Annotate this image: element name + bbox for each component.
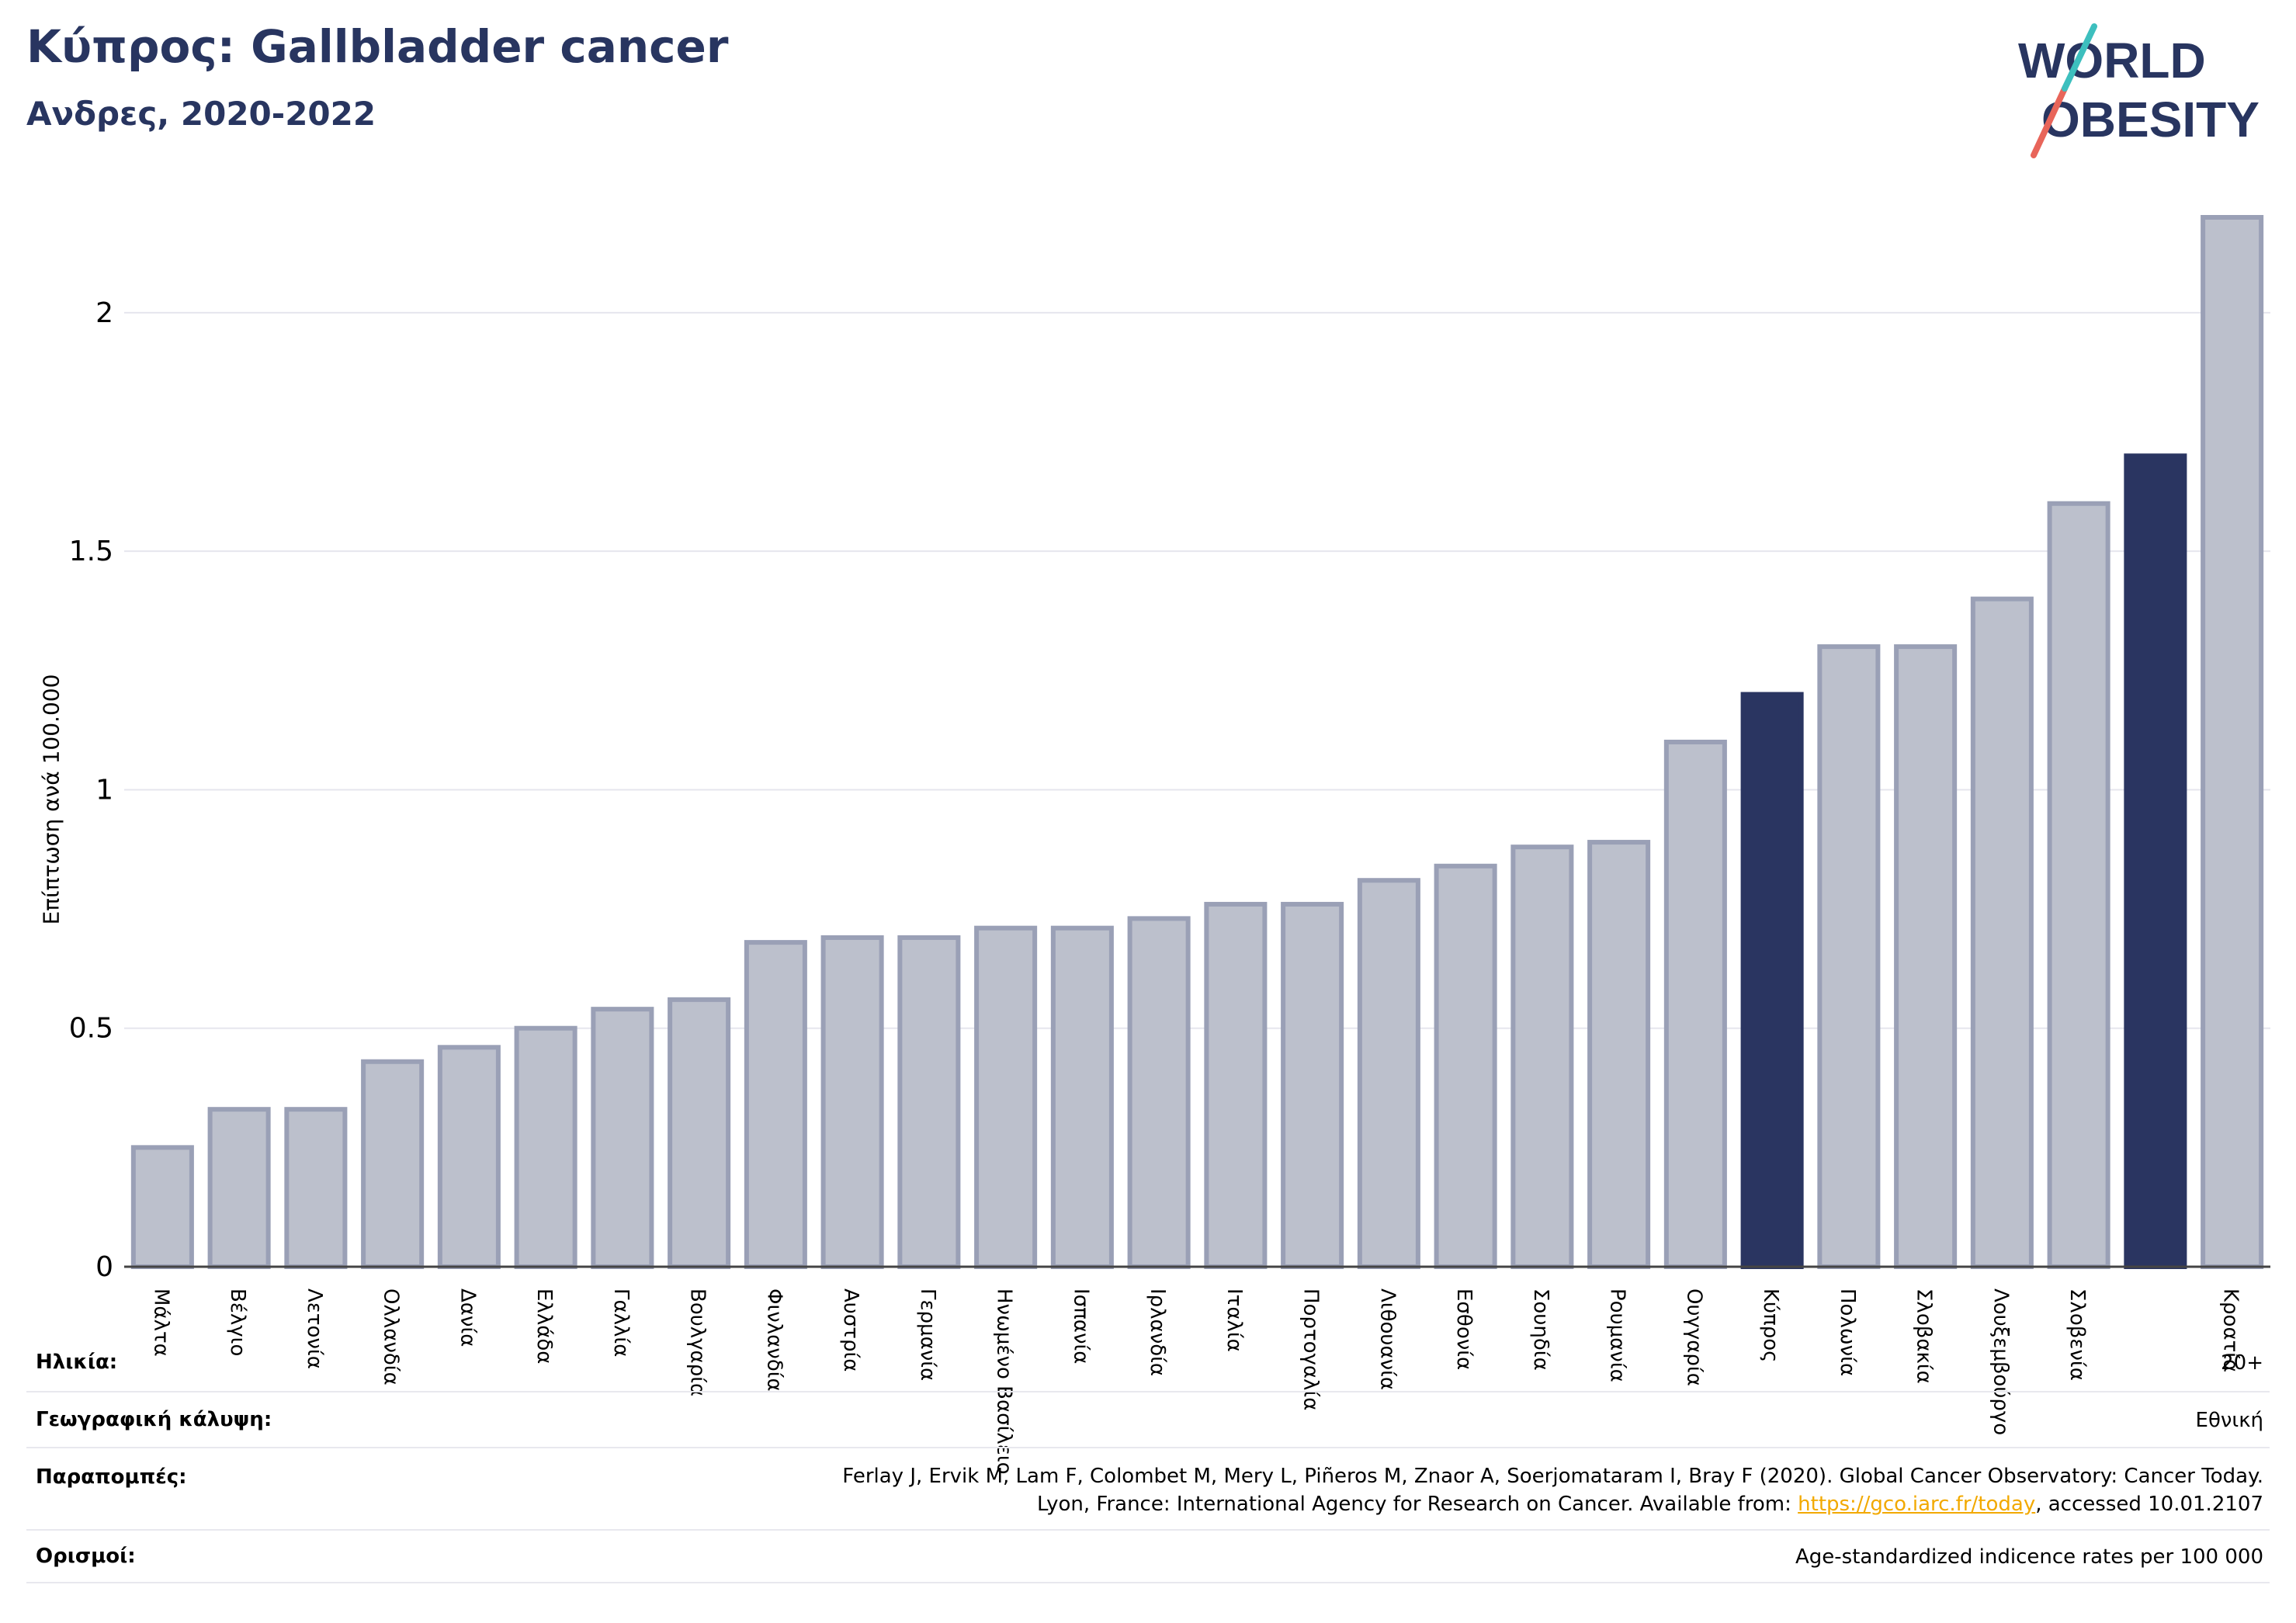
x-tick-label: Λιθουανία [1375,1288,1399,1390]
x-tick-label: Ρουμανία [1606,1288,1629,1382]
x-tick-label: Ηνωμένο Βασίλειο [993,1288,1016,1475]
logo-line-1: WORLD [2018,33,2206,88]
x-tick-label: Αυστρία [839,1288,862,1372]
bar [207,1107,271,1269]
bar [1817,644,1881,1269]
bar [2047,501,2110,1269]
x-tick-label: Ισπανία [1069,1288,1092,1364]
bar [1434,863,1497,1270]
x-tick-label: Μάλτα [149,1288,172,1357]
info-row-definitions: Ορισμοί: Age-standardized indicence rate… [26,1531,2270,1583]
bar [1050,925,1114,1269]
info-row-coverage: Γεωγραφική κάλυψη: Εθνική [26,1392,2270,1448]
y-tick-label: 2 [95,297,113,329]
x-tick-label: Βέλγιο [226,1288,249,1356]
x-tick-label: Βουλγαρία [686,1288,709,1396]
bar [1357,878,1420,1269]
logo-slash-teal [2062,23,2097,92]
references-value: Ferlay J, Ervik M, Lam F, Colombet M, Me… [842,1462,2263,1518]
x-tick-label: Δανία [456,1288,479,1347]
bar [284,1107,348,1269]
bar [820,935,884,1269]
references-line-1: Ferlay J, Ervik M, Lam F, Colombet M, Me… [842,1465,2263,1488]
bar [1127,916,1191,1270]
y-tick-label: 0.5 [69,1013,113,1045]
coverage-value: Εθνική [2195,1409,2263,1432]
bar [1510,844,1574,1269]
x-tick-label: Κύπρος [1759,1288,1782,1362]
x-tick-label: Ουγγαρία [1682,1288,1705,1386]
bar [1281,901,1344,1269]
x-tick-label: Γερμανία [916,1288,939,1381]
references-link[interactable]: https://gco.iarc.fr/today [1798,1493,2036,1516]
bar [1894,644,1958,1269]
bar [1587,840,1651,1269]
bar [668,997,731,1269]
y-tick-label: 1.5 [69,536,113,567]
x-tick-label: Πολωνία [1836,1288,1859,1376]
references-accessed: , accessed 10.01.2107 [2035,1493,2263,1516]
bar [1970,596,2034,1269]
bar [1663,740,1727,1269]
bar [1204,901,1268,1269]
bar [974,925,1038,1269]
references-line-2-text: Lyon, France: International Agency for R… [1036,1493,1798,1516]
bar [2201,215,2264,1269]
x-tick-label: Γαλλία [609,1288,633,1357]
x-tick-label: Σλοβακία [1913,1288,1936,1384]
bar [897,935,961,1269]
references-line-2: Lyon, France: International Agency for R… [842,1490,2263,1518]
references-label: Παραπομπές: [36,1465,187,1489]
chart-subtitle: Ανδρες, 2020-2022 [26,95,376,133]
bar [1740,692,1804,1269]
x-tick-label: Ελλάδα [532,1288,556,1364]
x-tick-label: Φινλανδία [762,1288,786,1392]
bar-chart: 0 0.5 1 1.5 2 Μάλτα Βέλγιο Λετονία Ολλανδία Δανία… [69,215,2270,1475]
bar [744,940,807,1270]
x-tick-label: Λετονία [303,1288,326,1369]
logo-line-2: OBESITY [2041,92,2260,147]
x-tick-label: Κροατία [2219,1288,2242,1372]
world-obesity-logo: WORLD OBESITY [2018,23,2260,158]
bar [2124,453,2187,1269]
bar [514,1025,577,1270]
age-value: 20+ [2221,1351,2263,1375]
logo-slash-red [2031,85,2068,158]
definitions-value: Age-standardized indicence rates per 100… [1795,1545,2263,1569]
x-tick-label: Εσθονία [1452,1288,1476,1370]
age-label: Ηλικία: [36,1351,118,1374]
y-tick-label: 1 [95,774,113,806]
x-tick-label: Σλοβενία [2065,1288,2089,1381]
definitions-label: Ορισμοί: [36,1545,136,1568]
y-tick-label: 0 [95,1251,113,1283]
x-tick-label: Ιρλανδία [1146,1288,1169,1376]
x-tick-label: Ολλανδία [380,1288,403,1385]
bar [130,1145,194,1270]
bar [361,1059,425,1270]
x-tick-label: Σουηδία [1529,1288,1552,1371]
bar [591,1007,654,1270]
x-tick-label: Ιταλία [1223,1288,1246,1352]
x-tick-label: Λουξεμβούργο [1989,1288,2012,1435]
bar [437,1045,501,1269]
coverage-label: Γεωγραφική κάλυψη: [36,1408,272,1431]
chart-title: Κύπρος: Gallbladder cancer [26,20,729,73]
info-row-references: Παραπομπές: Ferlay J, Ervik M, Lam F, Co… [26,1448,2270,1531]
x-tick-label: Πορτογαλία [1299,1288,1323,1410]
info-row-age: Ηλικία: 20+ [26,1335,2270,1392]
